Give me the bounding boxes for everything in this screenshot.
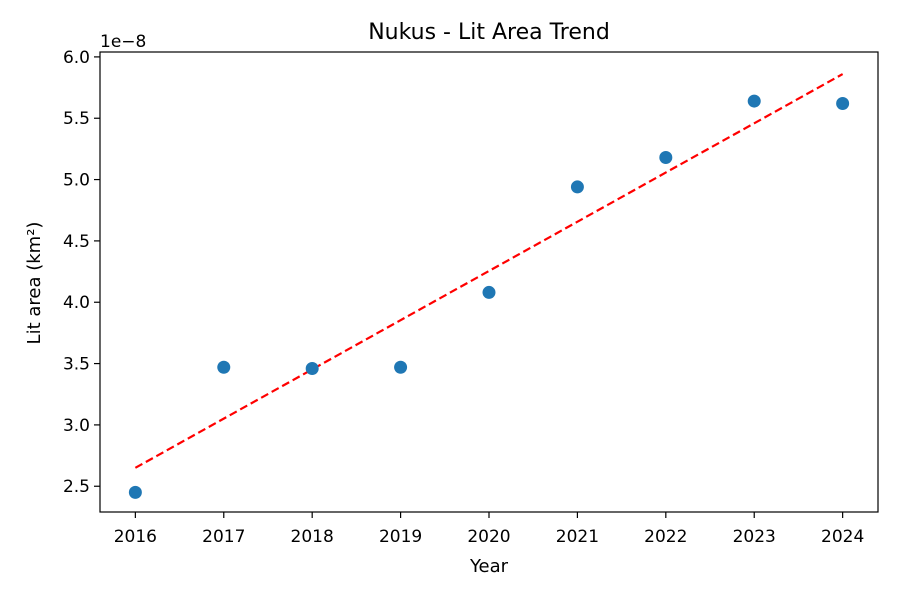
data-point <box>482 285 496 299</box>
data-point <box>570 180 584 194</box>
data-point <box>394 360 408 374</box>
x-tick-label: 2018 <box>291 527 334 547</box>
x-axis-label: Year <box>469 556 509 577</box>
y-tick-label: 5.0 <box>63 171 90 191</box>
y-axis-ticks: 2.5 3.0 3.5 4.0 4.5 5.0 5.5 6.0 <box>63 48 100 497</box>
x-tick-label: 2020 <box>467 527 510 547</box>
data-point <box>747 94 761 108</box>
x-tick-label: 2016 <box>114 527 157 547</box>
x-tick-label: 2019 <box>379 527 422 547</box>
y-tick-label: 4.0 <box>63 293 90 313</box>
trend-line-group <box>134 73 844 469</box>
y-tick-label: 3.5 <box>63 355 90 375</box>
plot-frame <box>99 51 879 513</box>
x-tick-label: 2021 <box>556 527 599 547</box>
data-point <box>659 150 673 164</box>
y-tick-label: 3.0 <box>63 416 90 436</box>
x-axis-ticks: 2016 2017 2018 2019 2020 2021 2022 2023 2024 <box>114 512 864 547</box>
data-point <box>128 485 142 499</box>
x-tick-label: 2024 <box>821 527 864 547</box>
plot-area <box>99 51 879 513</box>
data-points-group <box>128 94 850 499</box>
y-axis-label: Lit area (km²) <box>24 222 45 345</box>
y-axis-offset-label: 1e−8 <box>100 32 146 52</box>
chart-title: Nukus - Lit Area Trend <box>368 20 610 45</box>
y-tick-label: 4.5 <box>63 232 90 252</box>
data-point <box>305 361 319 375</box>
y-tick-label: 5.5 <box>63 109 90 129</box>
data-point <box>217 360 231 374</box>
x-tick-label: 2023 <box>733 527 776 547</box>
y-tick-label: 6.0 <box>63 48 90 68</box>
x-tick-label: 2022 <box>644 527 687 547</box>
y-tick-label: 2.5 <box>63 477 90 497</box>
data-point <box>836 97 850 111</box>
trend-line <box>134 73 844 469</box>
x-tick-label: 2017 <box>202 527 245 547</box>
